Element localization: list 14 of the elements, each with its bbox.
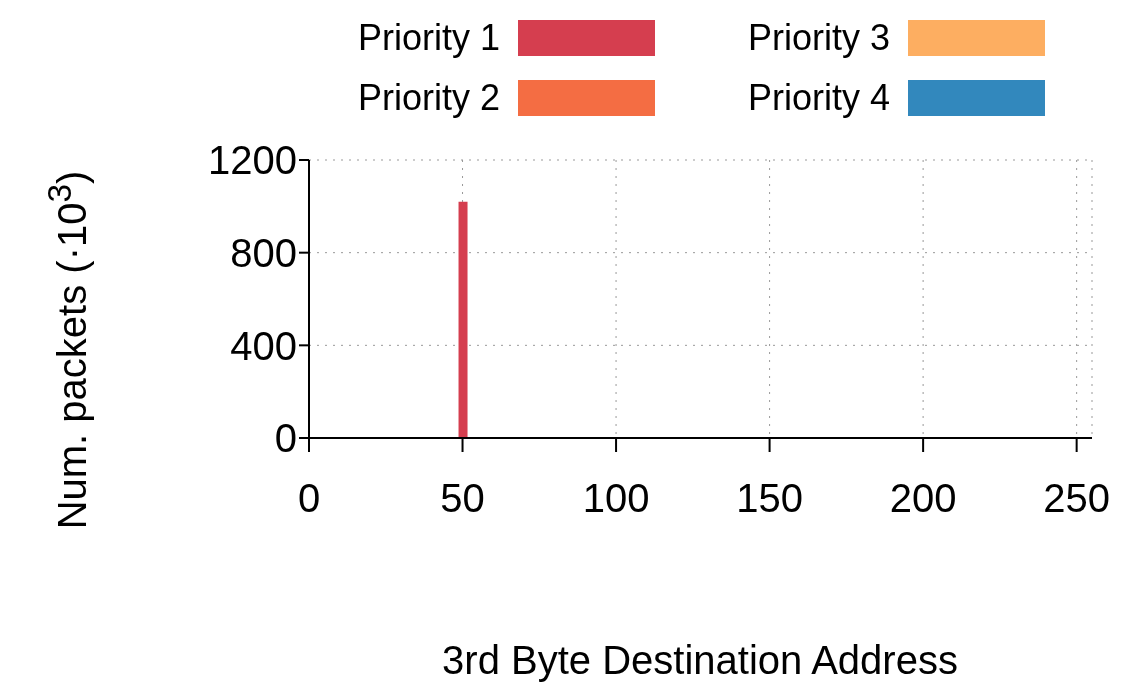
x-tick-label: 100 [582,476,650,521]
y-tick-label: 1200 [208,138,297,183]
legend-label: Priority 1 [356,17,500,59]
x-tick-label: 200 [889,476,957,521]
legend-label: Priority 3 [746,17,890,59]
x-axis-title: 3rd Byte Destination Address [442,637,958,683]
y-tick-label: 400 [230,323,297,368]
legend-label: Priority 4 [746,77,890,119]
y-tick-label: 800 [230,230,297,275]
y-tick-label: 0 [274,416,297,461]
x-tick-label: 250 [1043,476,1111,521]
x-tick-label: 150 [736,476,803,521]
x-tick-label: 50 [440,476,485,521]
legend-label: Priority 2 [356,77,500,119]
